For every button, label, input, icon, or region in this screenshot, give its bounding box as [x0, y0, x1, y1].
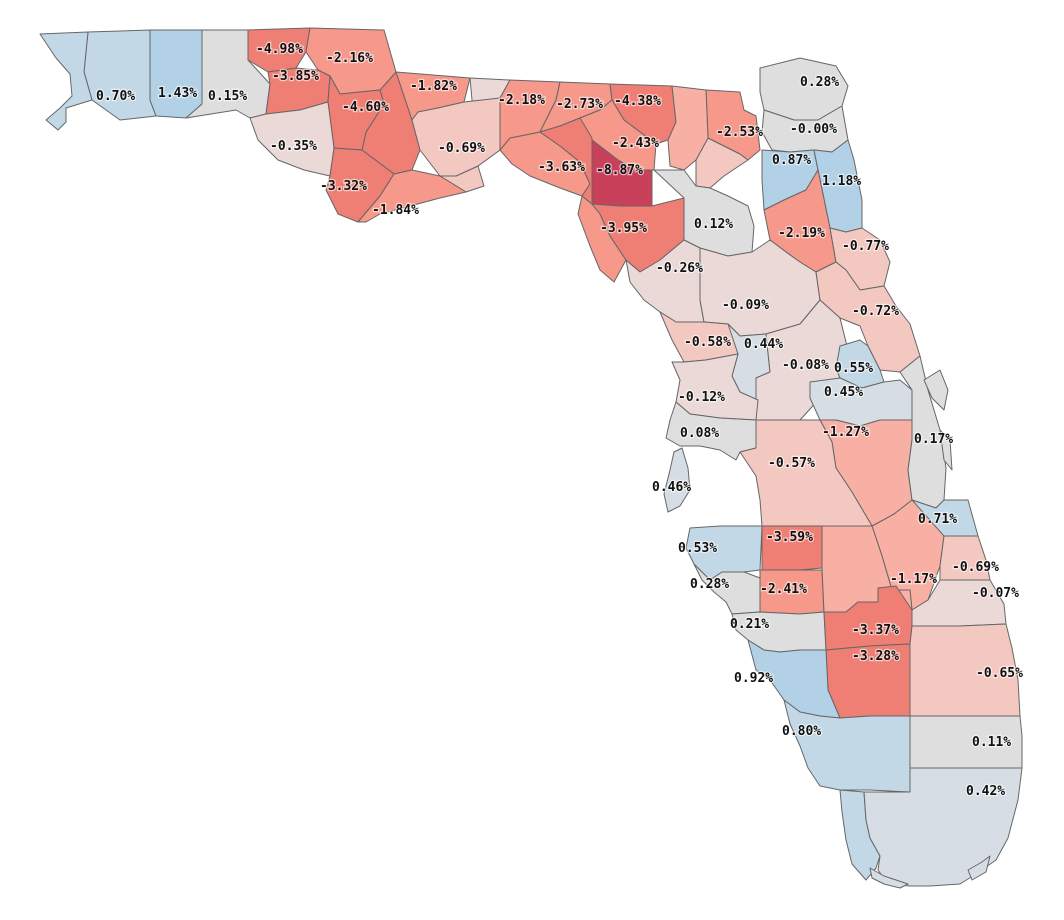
- county-label-orange: 0.45%: [824, 385, 863, 400]
- county-label-calhoun: -4.60%: [342, 100, 389, 115]
- county-label-walton: 0.15%: [208, 89, 247, 104]
- county-label-martin: -0.07%: [972, 586, 1019, 601]
- county-shape-hillsborough: [665, 401, 757, 461]
- county-label-lafayette: -3.63%: [538, 160, 585, 175]
- county-label-putnam: -2.19%: [778, 226, 825, 241]
- county-label-citrus: -0.26%: [656, 261, 703, 276]
- county-label-gulf: -3.32%: [320, 179, 367, 194]
- coastal-island: [967, 855, 991, 881]
- county-shape-escambia: [39, 31, 93, 131]
- county-label-union: -1.13%: [0, 0, 47, 4]
- county-shape-collier: [783, 699, 911, 793]
- county-shape-lafayette: [539, 117, 593, 205]
- county-label-osceola: -1.27%: [822, 425, 869, 440]
- county-label-suwannee: -2.43%: [612, 136, 659, 151]
- county-label-manatee: 0.53%: [678, 541, 717, 556]
- county-label-highlands: -1.17%: [890, 572, 937, 587]
- county-shape-pinellas: [663, 447, 691, 513]
- county-shape-santa-rosa: [83, 29, 157, 121]
- county-label-hernando: -0.58%: [684, 335, 731, 350]
- county-label-seminole: 0.55%: [834, 361, 873, 376]
- county-label-nassau: 0.28%: [800, 75, 839, 90]
- county-label-hardee: -3.59%: [766, 530, 813, 545]
- county-label-sumter: 0.44%: [744, 337, 783, 352]
- county-label-flagler: -0.77%: [842, 239, 889, 254]
- county-label-polk: -0.57%: [768, 456, 815, 471]
- county-label-lee: 0.92%: [734, 671, 773, 686]
- county-label-clay: 0.87%: [772, 153, 811, 168]
- county-label-stlucie: -0.69%: [952, 560, 999, 575]
- county-label-leon: -0.69%: [438, 141, 485, 156]
- county-label-hendry: -3.28%: [852, 649, 899, 664]
- coastal-island: [939, 429, 953, 471]
- county-shape-baker: [705, 89, 761, 161]
- county-shape-leon: [411, 97, 501, 177]
- county-label-escambia: 0.70%: [96, 89, 135, 104]
- county-shape-miami-dade: [863, 767, 1023, 887]
- coastal-island: [923, 369, 949, 411]
- coastal-island: [869, 867, 909, 889]
- county-label-gadsden: -1.82%: [410, 79, 457, 94]
- county-label-sarasota: 0.28%: [690, 577, 729, 592]
- county-label-bay: -0.35%: [270, 139, 317, 154]
- county-label-franklin: -1.84%: [372, 203, 419, 218]
- county-label-stjohns: 1.18%: [822, 174, 861, 189]
- county-label-charlotte: 0.21%: [730, 617, 769, 632]
- county-shape-broward: [909, 715, 1023, 769]
- county-label-pinellas: 0.46%: [652, 480, 691, 495]
- county-label-hillsborough: 0.08%: [680, 426, 719, 441]
- county-label-palm-beach: -0.65%: [976, 666, 1023, 681]
- county-label-duval: -0.00%: [790, 122, 837, 137]
- county-label-pasco: -0.12%: [678, 390, 725, 405]
- county-shapes: [39, 27, 1023, 889]
- county-label-broward: 0.11%: [972, 735, 1011, 750]
- county-label-gilchrist: -8.87%: [596, 163, 643, 178]
- county-label-desoto: -2.41%: [760, 582, 807, 597]
- county-label-columbia: -4.38%: [614, 94, 661, 109]
- county-label-okaloosa: 1.43%: [158, 86, 197, 101]
- county-label-washington: -3.85%: [272, 69, 319, 84]
- county-label-madison: -2.18%: [498, 93, 545, 108]
- county-value-labels: 0.70% 1.43% 0.15% -4.98% -2.16% -3.85% -4.60% -…: [0, 0, 1024, 800]
- county-label-alachua: 0.12%: [694, 217, 733, 232]
- county-label-holmes: -4.98%: [256, 42, 303, 57]
- county-shape-franklin: [357, 169, 467, 223]
- county-label-glades: -3.37%: [852, 623, 899, 638]
- county-label-lake: -0.08%: [782, 358, 829, 373]
- county-label-miami-dade: 0.42%: [966, 784, 1005, 799]
- county-label-indian-river: 0.71%: [918, 512, 957, 527]
- county-label-volusia: -0.72%: [852, 304, 899, 319]
- county-shape-palm-beach: [909, 623, 1021, 717]
- county-label-collier: 0.80%: [782, 724, 821, 739]
- county-shape-okaloosa: [149, 29, 203, 119]
- county-label-hamilton: -2.73%: [556, 97, 603, 112]
- county-label-jackson: -2.16%: [326, 51, 373, 66]
- county-label-marion: -0.09%: [722, 298, 769, 313]
- county-label-brevard: 0.17%: [914, 432, 953, 447]
- county-label-levy: -3.95%: [600, 221, 647, 236]
- county-label-baker: -2.53%: [716, 125, 763, 140]
